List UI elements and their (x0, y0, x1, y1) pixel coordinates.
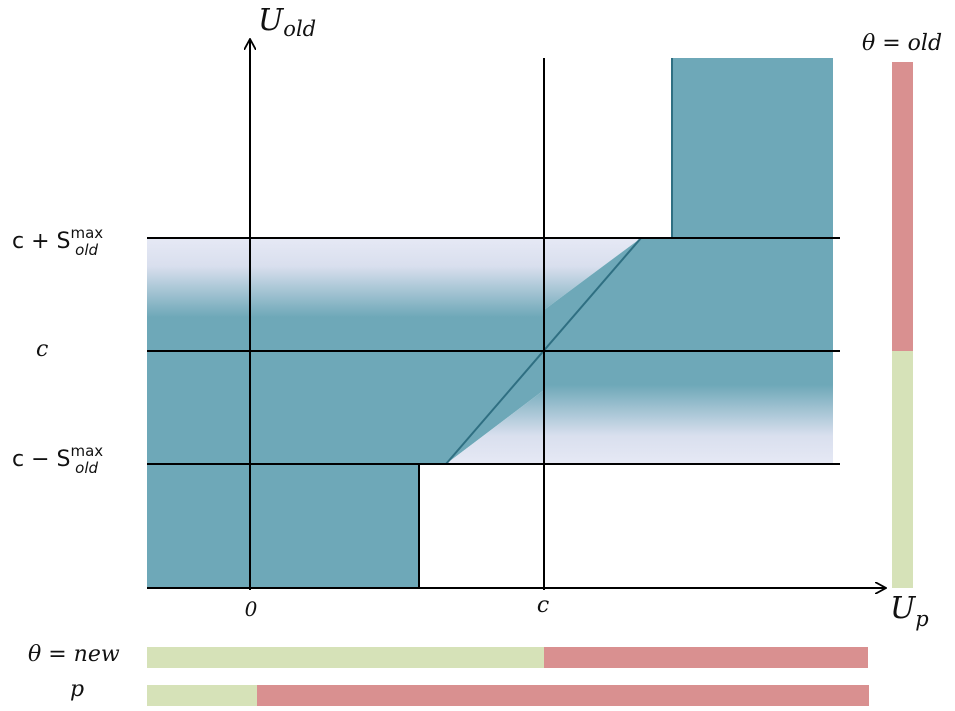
region-upper-band (147, 238, 641, 351)
y-tick-c-plus-smax: c + Smax old (12, 224, 103, 259)
region-bottom-left-block (147, 464, 419, 588)
theta-new-label: θ = new (28, 642, 120, 667)
theta-old-bar-red (892, 62, 913, 351)
theta-old-bar-green (892, 351, 913, 588)
theta-new-bar-red (544, 647, 868, 668)
x-tick-c: c (537, 593, 549, 618)
region-group (147, 58, 833, 588)
reference-lines (147, 58, 840, 590)
p-bar-red (257, 685, 869, 706)
theta-new-bar-green (147, 647, 544, 668)
region-lower-band (446, 351, 833, 464)
x-axis-label: Up (890, 591, 929, 631)
theta-old-label: θ = old (862, 31, 942, 56)
p-bar-green (147, 685, 257, 706)
region-left-band-lower (147, 351, 544, 464)
y-axis-label: Uold (258, 3, 316, 41)
y-tick-c: c (36, 337, 48, 362)
region-top-right-block (672, 58, 833, 238)
x-tick-zero: 0 (245, 597, 258, 621)
p-label: p (70, 677, 84, 702)
y-tick-c-minus-smax: c − Smax old (12, 442, 103, 477)
